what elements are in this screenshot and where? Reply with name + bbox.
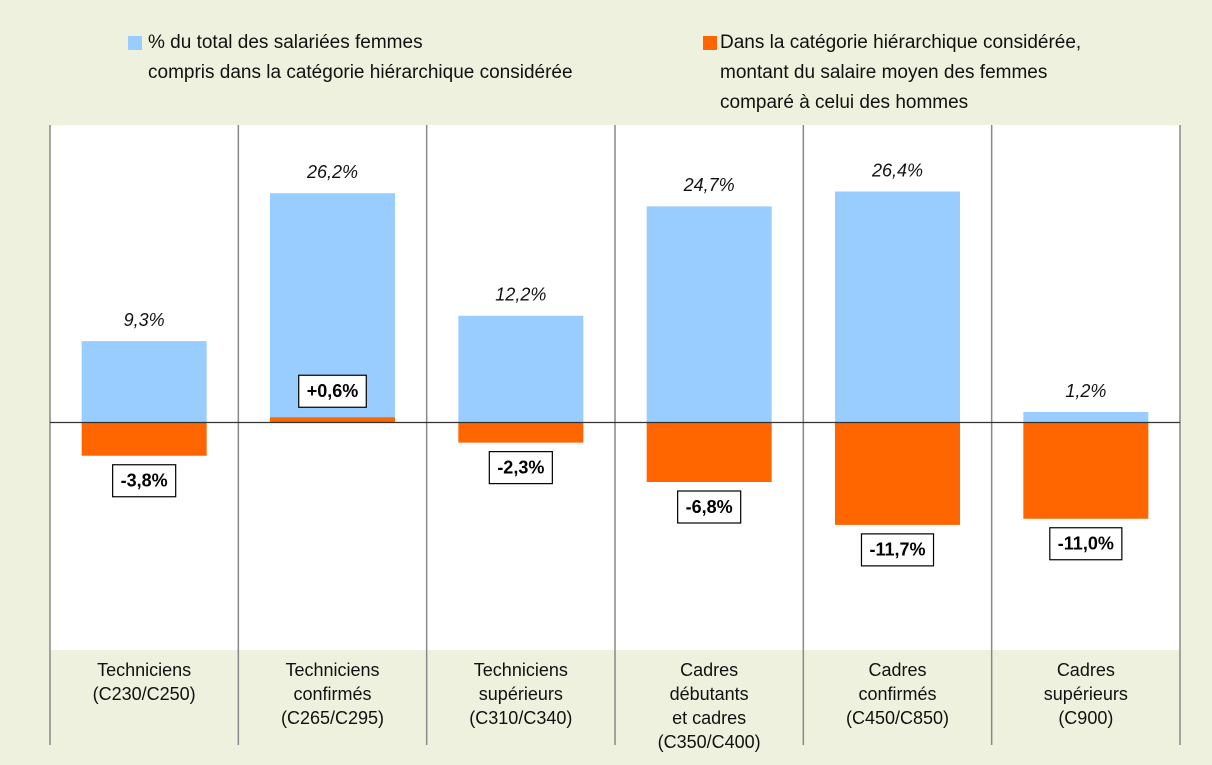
bar (646, 422, 772, 482)
bar (81, 341, 207, 423)
legend-swatch (128, 36, 142, 50)
value-label: 1,2% (1065, 381, 1106, 401)
value-label: +0,6% (307, 381, 359, 401)
legend-label: % du total des salariées femmes compris … (148, 32, 573, 83)
bar (646, 206, 772, 423)
legend-swatch (703, 36, 717, 50)
value-label-box (112, 464, 177, 498)
value-label: -11,0% (1058, 534, 1114, 554)
x-tick-label: Techniciens confirmés (C265/C295) (280, 660, 385, 728)
value-label-box (298, 374, 367, 408)
x-tick-label: Cadres supérieurs (C900) (1043, 660, 1128, 728)
x-tick-label: Cadres confirmés (C450/C850) (845, 660, 950, 728)
bar (458, 422, 584, 443)
value-label: 26,4% (871, 160, 923, 180)
bar (81, 422, 207, 456)
bar (1023, 412, 1149, 423)
x-tick-label: Techniciens (C230/C250) (92, 660, 196, 704)
value-label-box (860, 533, 935, 567)
value-label-box (677, 490, 742, 524)
legend-label: Dans la catégorie hiérarchique considéré… (720, 32, 1082, 113)
bar (835, 422, 960, 525)
bar (458, 315, 584, 423)
value-label: -2,3% (497, 457, 544, 477)
value-label-box (488, 451, 553, 485)
bar (835, 191, 960, 423)
value-label-box (1049, 527, 1123, 561)
x-tick-label: Techniciens supérieurs (C310/C340) (469, 660, 573, 728)
value-label: 24,7% (683, 175, 735, 195)
value-label: -3,8% (121, 471, 168, 491)
bar (1023, 422, 1149, 519)
x-tick-label: Cadres débutants et cadres (C350/C400) (657, 660, 761, 752)
value-label: 26,2% (306, 162, 358, 182)
bar (270, 417, 395, 423)
value-label: -11,7% (869, 540, 925, 560)
value-label: -6,8% (686, 497, 733, 517)
value-label: 12,2% (495, 285, 546, 305)
value-label: 9,3% (124, 310, 165, 330)
